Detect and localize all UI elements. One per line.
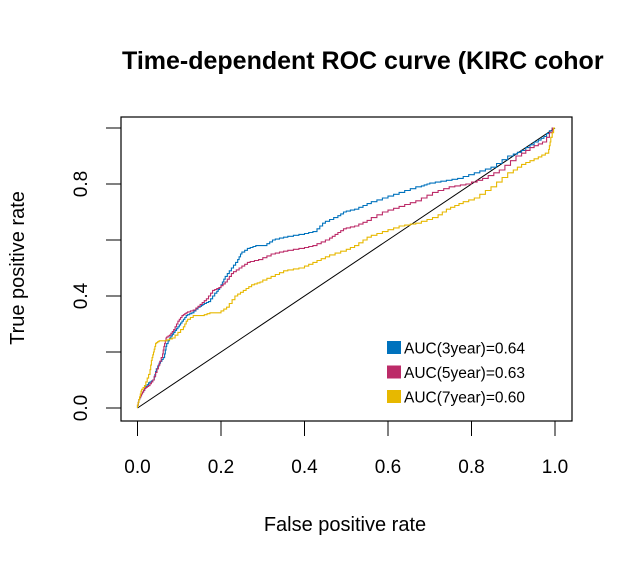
legend-swatch — [387, 365, 401, 379]
reference-diagonal — [137, 127, 556, 409]
x-axis-label: False positive rate — [264, 514, 426, 536]
roc-curve-series-0 — [136, 127, 555, 408]
x-tick-label: 0.2 — [208, 457, 234, 478]
legend: AUC(3year)=0.64 AUC(5year)=0.63 AUC(7year)… — [387, 341, 525, 407]
legend-swatch — [387, 341, 401, 354]
y-axis: 0.0 0.4 0.8 — [71, 127, 121, 421]
x-tick-label: 0.8 — [458, 457, 484, 478]
roc-curve-series-2 — [136, 127, 555, 408]
chart-title: Time-dependent ROC curve (KIRC cohor — [122, 47, 604, 75]
y-tick-label: 0.0 — [71, 395, 92, 421]
x-axis: 0.0 0.2 0.4 0.6 0.8 1.0 — [124, 421, 568, 478]
x-tick-label: 0.0 — [124, 457, 150, 478]
y-tick-label: 0.8 — [71, 171, 92, 197]
x-tick-label: 0.4 — [291, 457, 318, 478]
legend-label: AUC(7year)=0.60 — [404, 390, 525, 407]
x-tick-label: 0.6 — [375, 457, 401, 478]
legend-swatch — [387, 390, 401, 403]
roc-curve-series-1 — [136, 127, 555, 408]
y-axis-label: True positive rate — [7, 191, 29, 345]
plot-frame — [120, 116, 573, 422]
x-tick-label: 1.0 — [542, 457, 568, 478]
legend-label: AUC(5year)=0.63 — [404, 365, 525, 382]
y-tick-label: 0.4 — [71, 282, 92, 309]
series-group — [136, 127, 555, 408]
legend-label: AUC(3year)=0.64 — [404, 341, 525, 358]
